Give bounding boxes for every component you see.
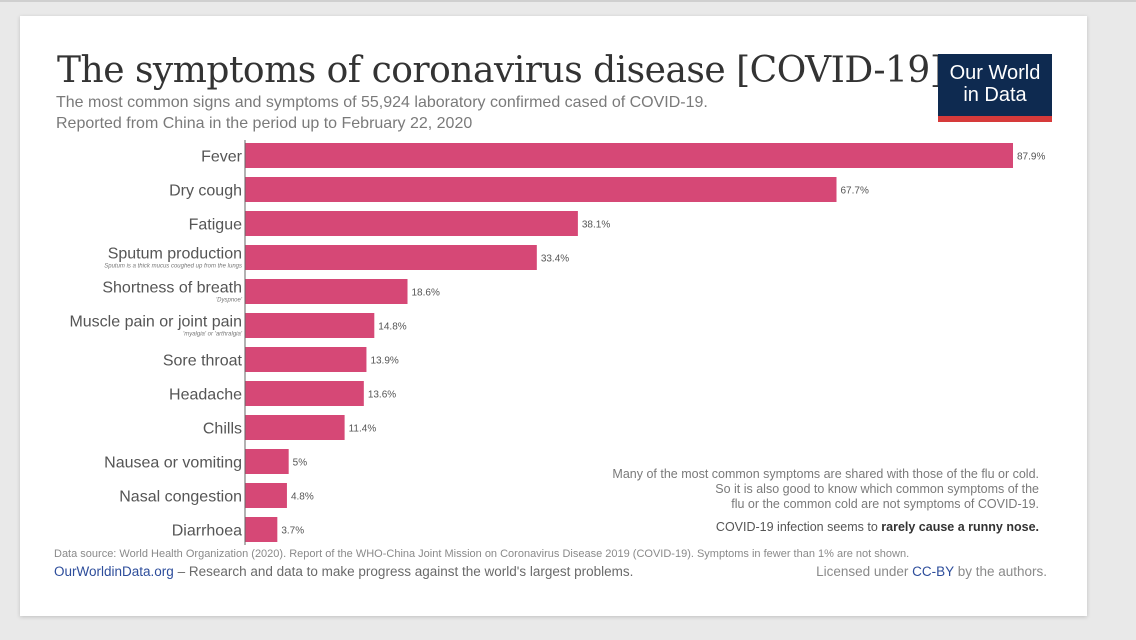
window-top-edge [0,0,1136,2]
category-note-4: 'Dyspnoe' [216,298,243,304]
note-line-3: flu or the common cold are not symptoms … [731,497,1039,511]
note-line-1: Many of the most common symptoms are sha… [612,467,1039,481]
note-line-4: COVID-19 infection seems to rarely cause… [612,520,1039,535]
license-prefix: Licensed under [816,564,913,579]
category-note-3: Sputum is a thick mucus coughed up from … [104,264,242,270]
site-link[interactable]: OurWorldinData.org [54,564,174,579]
value-label-8: 11.4% [349,424,377,435]
license-suffix: by the authors. [953,564,1047,579]
chart-title: The symptoms of coronavirus disease [COV… [57,50,944,91]
footer-tagline: – Research and data to make progress aga… [173,564,634,579]
category-label-11: Diarrhoea [172,523,242,540]
bar-10 [245,483,287,508]
bar-chart: 87.9% Fever 67.7% Dry cough 38.1% Fatigue 33.4… [69,140,1045,545]
category-label-5: Muscle pain or joint pain [69,314,242,331]
bar-1 [245,177,837,202]
category-label-9: Nausea or vomiting [104,455,242,472]
logo-line-1: Our World [949,62,1041,84]
bar-8 [245,415,345,440]
bar-2 [245,211,578,236]
value-label-7: 13.6% [368,390,396,401]
bar-4 [245,279,408,304]
note-line-4-prefix: COVID-19 infection seems to [715,520,882,534]
bar-7 [245,381,364,406]
note-line-4-emphasis: rarely cause a runny nose. [881,520,1039,534]
bar-11 [245,517,278,542]
bar-3 [245,245,537,270]
category-label-8: Chills [203,421,242,438]
subtitle-line-2: Reported from China in the period up to … [56,115,473,132]
footer-license: Licensed under CC-BY by the authors. [816,564,1047,579]
value-label-9: 5% [293,458,308,469]
category-note-5: 'myalgia' or 'arthralgia' [183,332,243,338]
footer-left: OurWorldinData.org – Research and data t… [54,564,633,579]
value-label-0: 87.9% [1017,152,1045,163]
value-label-10: 4.8% [291,492,314,503]
category-label-4: Shortness of breath [102,280,242,297]
note-line-2: So it is also good to know which common … [715,482,1039,496]
category-label-7: Headache [169,387,242,404]
owid-logo[interactable]: Our World in Data [938,54,1052,122]
chart-subtitle: The most common signs and symptoms of 55… [56,92,708,134]
license-link[interactable]: CC-BY [912,564,954,579]
category-label-1: Dry cough [169,183,242,200]
chart-card: The symptoms of coronavirus disease [COV… [20,16,1087,616]
data-source: Data source: World Health Organization (… [54,548,910,560]
category-label-6: Sore throat [163,353,243,370]
category-label-3: Sputum production [108,246,242,263]
category-label-10: Nasal congestion [119,489,242,506]
bar-5 [245,313,375,338]
logo-line-2: in Data [963,84,1027,106]
value-label-1: 67.7% [841,186,869,197]
annotation-note: Many of the most common symptoms are sha… [612,467,1039,535]
category-label-2: Fatigue [189,217,242,234]
value-label-5: 14.8% [378,322,406,333]
value-label-3: 33.4% [541,254,569,265]
value-label-4: 18.6% [412,288,440,299]
bar-6 [245,347,367,372]
bar-9 [245,449,289,474]
value-label-6: 13.9% [370,356,398,367]
value-label-11: 3.7% [281,526,304,537]
bar-0 [245,143,1013,168]
subtitle-line-1: The most common signs and symptoms of 55… [56,94,708,111]
value-label-2: 38.1% [582,220,610,231]
category-label-0: Fever [201,149,243,166]
